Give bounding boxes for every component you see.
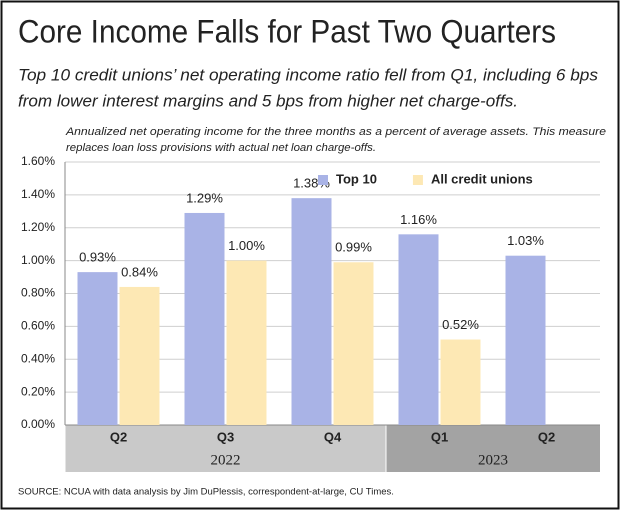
group-label: 2022 — [211, 452, 241, 468]
x-tick-label: Q3 — [217, 429, 234, 444]
legend-swatch — [412, 175, 423, 185]
bar — [291, 198, 332, 425]
legend-swatch — [318, 175, 328, 185]
chart-title: Core Income Falls for Past Two Quarters — [18, 13, 556, 49]
x-tick-label: Q4 — [324, 429, 342, 444]
bar — [398, 234, 439, 425]
y-tick-label: 0.60% — [21, 319, 55, 333]
value-label: 1.03% — [507, 233, 544, 248]
note: replaces loan loss provisions with actua… — [66, 142, 376, 154]
group-band — [65, 425, 386, 472]
y-tick-label: 1.00% — [21, 253, 55, 267]
x-tick-label: Q1 — [431, 429, 448, 444]
source: SOURCE: NCUA with data analysis by Jim D… — [18, 487, 394, 498]
bar — [184, 212, 225, 425]
bar — [333, 262, 374, 425]
y-tick-label: 0.40% — [21, 351, 55, 365]
bar — [440, 339, 481, 425]
group-label: 2023 — [478, 452, 508, 468]
value-label: 0.52% — [442, 317, 479, 332]
y-tick-label: 0.80% — [21, 286, 55, 300]
y-tick-label: 1.40% — [21, 187, 55, 201]
y-tick-label: 0.00% — [21, 417, 55, 431]
subtitle: from lower interest margins and 5 bps fr… — [18, 91, 518, 110]
value-label: 0.84% — [121, 264, 158, 279]
value-label: 1.00% — [228, 238, 265, 253]
bar — [77, 272, 118, 425]
legend-label: Top 10 — [336, 171, 377, 186]
group-band — [386, 425, 600, 472]
y-tick-label: 1.60% — [21, 154, 55, 168]
value-label: 0.99% — [335, 240, 372, 255]
x-tick-label: Q2 — [538, 429, 555, 444]
value-label: 1.29% — [186, 190, 223, 205]
note: Annualized net operating income for the … — [65, 126, 606, 138]
subtitle: Top 10 credit unions’ net operating inco… — [18, 65, 599, 84]
bar — [226, 260, 267, 425]
value-label: 0.93% — [79, 250, 116, 265]
bar — [119, 286, 160, 425]
y-tick-label: 1.20% — [21, 220, 55, 234]
value-label: 1.16% — [400, 212, 437, 227]
legend-label: All credit unions — [431, 171, 533, 186]
y-tick-label: 0.20% — [21, 384, 55, 398]
x-tick-label: Q2 — [110, 429, 127, 444]
bar — [505, 255, 546, 425]
